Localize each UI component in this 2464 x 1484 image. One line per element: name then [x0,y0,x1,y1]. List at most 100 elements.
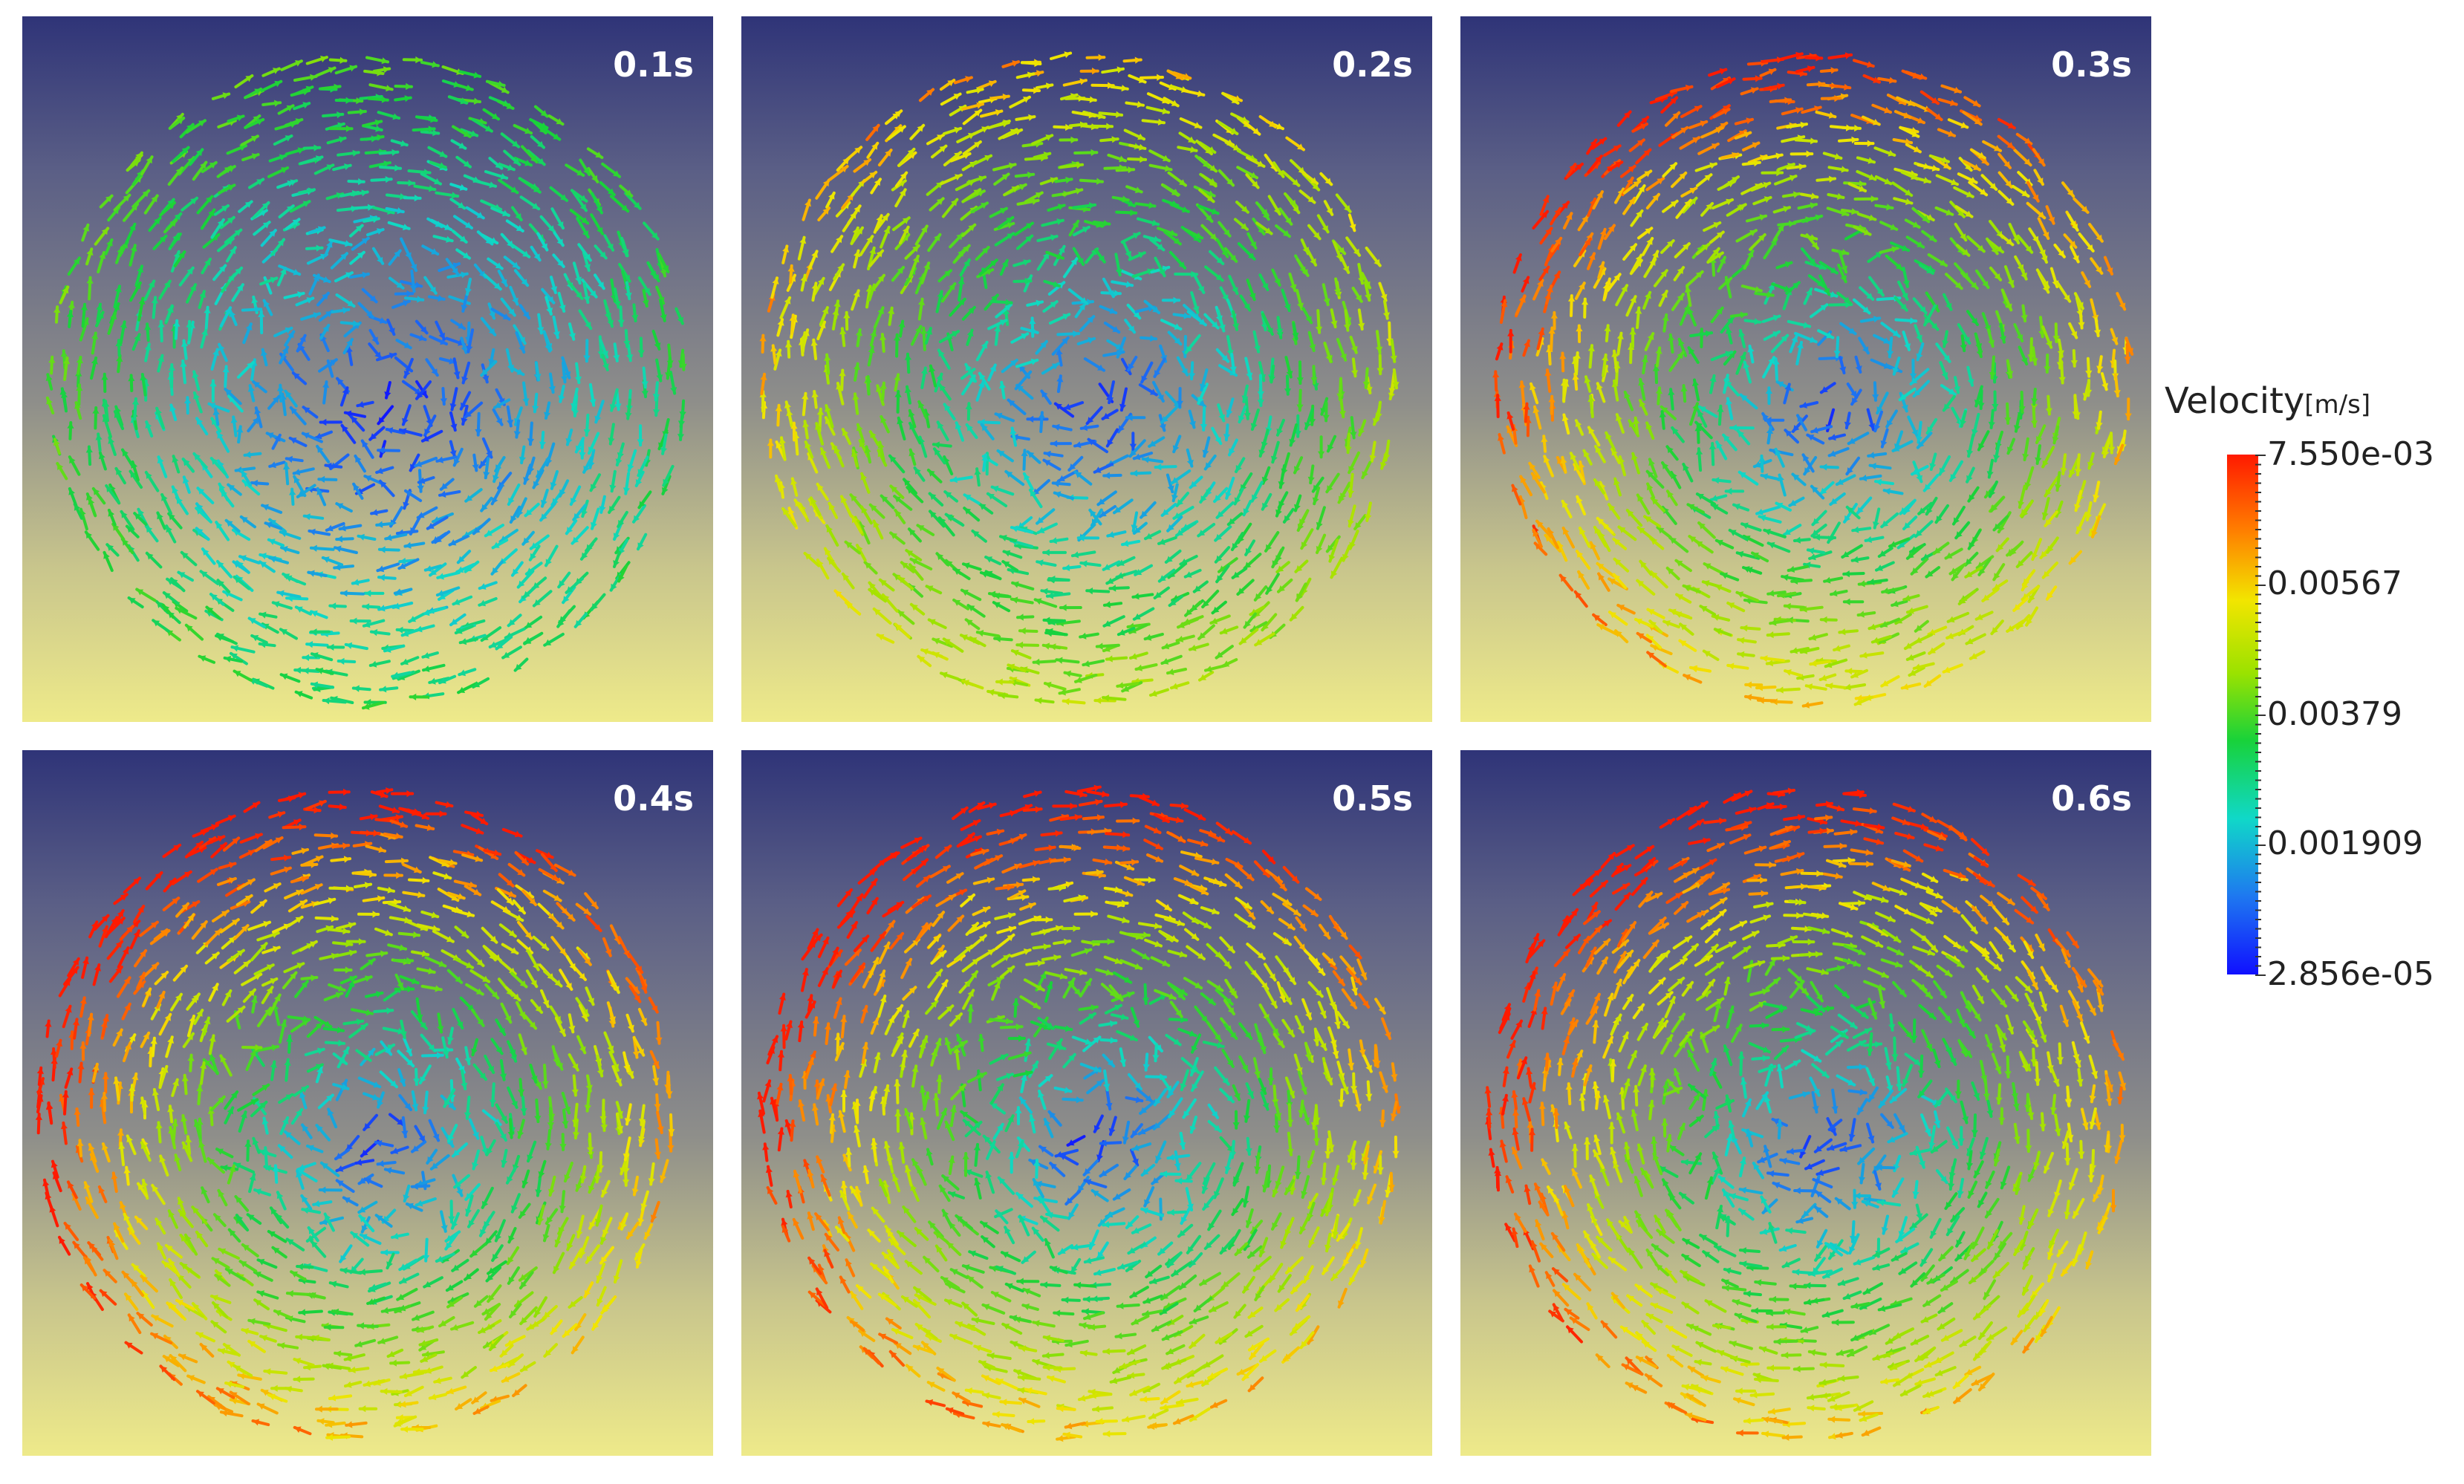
velocity-arrowhead [1830,291,1837,298]
velocity-arrowhead [1886,204,1893,211]
velocity-arrowhead [285,391,292,398]
velocity-arrowhead [1135,569,1142,576]
velocity-arrowhead [251,297,259,304]
velocity-arrowhead [557,221,564,228]
time-label: 0.2s [1332,45,1413,85]
velocity-arrowhead [615,458,622,465]
velocity-arrowhead [1782,573,1789,582]
velocity-arrowhead [95,434,103,440]
velocity-arrowhead [524,127,532,134]
velocity-arrowhead [787,508,795,515]
velocity-arrowhead [1775,152,1782,160]
velocity-arrowhead [367,204,374,211]
velocity-arrowhead [1088,336,1095,344]
velocity-arrowhead [1668,334,1675,341]
velocity-arrowhead [295,60,302,67]
velocity-arrowhead [289,489,296,495]
velocity-arrowhead [1169,599,1177,606]
velocity-arrowhead [1997,544,2004,551]
velocity-arrowhead [280,268,287,275]
velocity-arrowhead [107,544,114,551]
velocity-arrowhead [1117,559,1125,566]
velocity-arrowhead [1188,373,1196,380]
velocity-arrowhead [210,594,218,601]
velocity-arrowhead [1962,249,1969,256]
velocity-arrowhead [508,498,515,504]
velocity-arrowhead [1010,677,1018,683]
velocity-arrowhead [1767,631,1774,639]
velocity-arrowhead [1108,82,1114,89]
velocity-arrowhead [216,634,223,641]
velocity-arrowhead [274,80,282,88]
velocity-arrowhead [151,297,158,304]
velocity-arrowhead [480,461,487,467]
velocity-arrowhead [1340,492,1347,500]
velocity-arrowhead [157,602,163,608]
velocity-arrowhead [825,548,831,556]
velocity-arrowhead [1821,386,1828,393]
velocity-arrowhead [280,629,287,636]
velocity-arrowhead [2030,403,2038,410]
velocity-arrowhead [922,648,929,655]
velocity-arrowhead [861,507,868,514]
velocity-arrowhead [523,590,530,598]
velocity-arrowhead [1916,353,1923,360]
velocity-arrowhead [98,452,105,460]
velocity-arrowhead [908,410,915,417]
velocity-arrowhead [1092,518,1098,526]
velocity-arrowhead [842,157,849,165]
velocity-arrowhead [1197,396,1204,403]
velocity-arrowhead [1711,143,1718,150]
velocity-arrowhead [1911,429,1918,437]
velocity-arrowhead [235,267,242,275]
velocity-arrowhead [463,252,469,258]
velocity-arrowhead [425,565,432,572]
velocity-arrowhead [1680,385,1688,392]
velocity-arrowhead [912,256,920,263]
velocity-arrowhead [1064,564,1070,571]
velocity-arrowhead [1716,232,1723,238]
velocity-arrowhead [1126,414,1133,421]
velocity-arrowhead [400,557,406,565]
velocity-arrowhead [1166,556,1173,562]
velocity-arrowhead [1340,354,1347,360]
velocity-arrowhead [1770,619,1777,626]
velocity-arrowhead [461,402,467,409]
velocity-arrowhead [1115,268,1122,276]
velocity-arrowhead [1030,489,1036,497]
velocity-arrowhead [157,321,165,328]
velocity-arrowhead [85,532,92,539]
velocity-arrowhead [1133,311,1140,319]
velocity-arrowhead [1131,469,1138,477]
velocity-arrowhead [856,424,863,432]
velocity-arrowhead [403,342,411,348]
velocity-arrowhead [302,432,310,439]
velocity-arrowhead [249,618,256,625]
velocity-arrowhead [1285,217,1292,224]
velocity-arrowhead [533,481,540,488]
velocity-arrowhead [1108,290,1114,297]
velocity-arrowhead [893,334,901,341]
velocity-arrowhead [406,490,412,497]
velocity-arrowhead [1358,277,1365,284]
velocity-arrowhead [198,120,205,127]
velocity-arrowhead [1116,111,1122,118]
velocity-arrowhead [1178,261,1186,268]
velocity-arrowhead [988,689,995,696]
velocity-arrowhead [120,322,127,328]
velocity-arrowhead [1772,359,1780,365]
velocity-arrowhead [1162,154,1169,161]
velocity-arrowhead [1179,179,1186,186]
velocity-arrowhead [1380,293,1388,301]
velocity-arrowhead [1162,108,1168,115]
velocity-arrowhead [1791,336,1798,343]
vector-field [759,51,1400,706]
velocity-arrowhead [110,313,117,320]
velocity-arrowhead [349,65,357,72]
velocity-arrowhead [1331,570,1338,578]
velocity-arrowhead [423,609,430,616]
velocity-arrowhead [1305,316,1312,323]
velocity-arrowhead [1348,519,1354,527]
velocity-arrowhead [1716,539,1723,547]
velocity-arrowhead [817,484,824,491]
